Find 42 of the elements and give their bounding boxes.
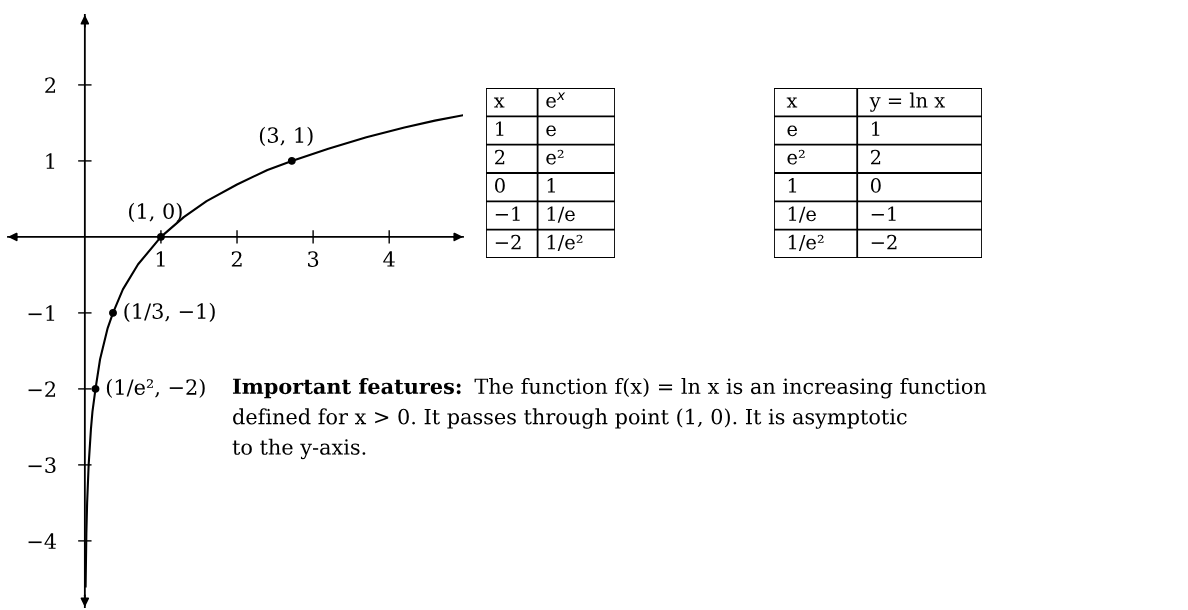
x-tick-label: 2 <box>231 251 242 267</box>
y-tick-label: 2 <box>45 77 56 93</box>
text: 1/e² <box>547 234 583 251</box>
y-tick-label: −1 <box>28 305 55 321</box>
x-tick-label: 4 <box>383 251 395 267</box>
text: 0 <box>870 178 881 193</box>
y-tick-label: −2 <box>28 381 56 397</box>
text: 1/e² <box>788 234 824 251</box>
x-tick-label: 1 <box>156 251 165 267</box>
text: e² <box>787 149 805 165</box>
text: The function f(x) = ln x is an increasing function <box>474 378 987 399</box>
text: y = ln x <box>869 92 945 112</box>
annotation: (3, 1) <box>259 126 313 146</box>
y-tick-label: 1 <box>46 153 55 169</box>
text: e <box>546 125 556 137</box>
text: 2 <box>495 149 505 165</box>
x-tick-label: 3 <box>308 251 319 267</box>
text: 1 <box>872 121 880 136</box>
text: 1 <box>547 178 555 193</box>
text: 1 <box>496 121 504 136</box>
text: −2 <box>495 234 521 250</box>
y-tick-label: −4 <box>28 533 57 549</box>
text: 2 <box>871 149 881 165</box>
text: x <box>493 97 505 108</box>
text: x <box>786 97 798 108</box>
text: 1/e <box>547 206 575 223</box>
annotation: Important features: <box>232 378 461 399</box>
text: e$^{x}$ <box>546 92 566 108</box>
annotation: defined for x > 0. It passes through point (1, 0). It is asymptotic <box>233 408 907 429</box>
annotation: to the y-axis. <box>232 438 366 460</box>
annotation: (1/3, −1) <box>124 302 215 322</box>
text: −1 <box>495 206 520 221</box>
text: 1 <box>788 178 797 193</box>
y-tick-label: −3 <box>28 457 56 474</box>
text: −2 <box>871 234 897 250</box>
text: e² <box>546 149 564 165</box>
text: 0 <box>495 178 505 193</box>
text: 1/e <box>788 206 816 223</box>
annotation: (1/e², −2) <box>106 378 205 398</box>
text: −1 <box>871 206 896 221</box>
annotation: (1, 0) <box>129 202 182 222</box>
text: e <box>787 125 798 137</box>
